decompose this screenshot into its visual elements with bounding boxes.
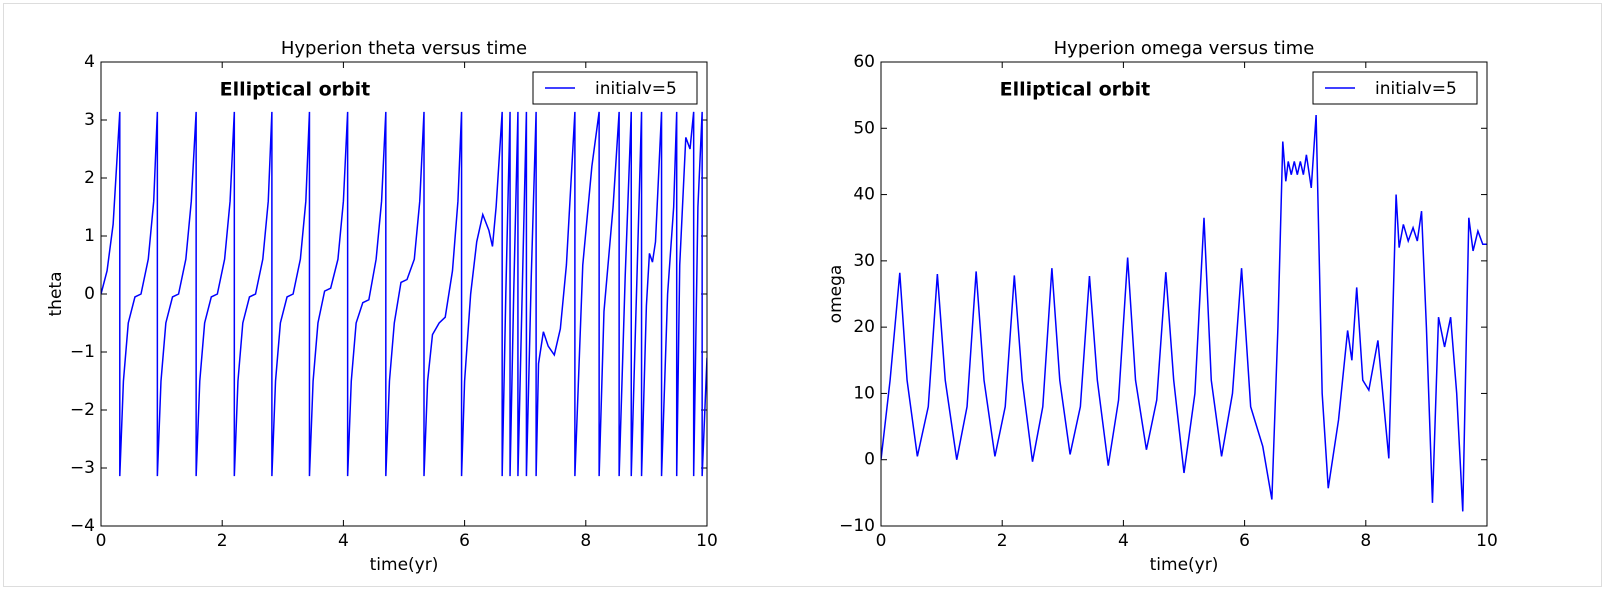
y-tick-label: 4: [84, 52, 95, 72]
x-tick-label: 0: [96, 531, 107, 551]
y-tick-label: 3: [84, 110, 95, 130]
chart-title: Hyperion omega versus time: [1054, 38, 1315, 59]
x-tick-label: 8: [1360, 531, 1371, 551]
legend-label: initialv=5: [1375, 79, 1457, 99]
y-tick-label: 1: [84, 226, 95, 246]
x-axis-label: time(yr): [370, 555, 439, 575]
x-tick-label: 0: [876, 531, 887, 551]
y-axis-label: theta: [46, 272, 66, 317]
x-axis-label: time(yr): [1150, 555, 1219, 575]
y-tick-label: 40: [853, 185, 875, 205]
y-tick-label: −1: [70, 342, 95, 362]
legend-label: initialv=5: [595, 79, 677, 99]
y-tick-label: 0: [864, 450, 875, 470]
x-tick-label: 4: [1118, 531, 1129, 551]
y-tick-label: 60: [853, 52, 875, 72]
y-tick-label: 2: [84, 168, 95, 188]
y-tick-label: −10: [839, 516, 875, 536]
plot: Hyperion theta versus time time(yr) theta 0…: [46, 38, 718, 575]
axes-frame: [880, 61, 1488, 527]
y-tick-label: 20: [853, 317, 875, 337]
x-tick-label: 2: [997, 531, 1008, 551]
y-tick-label: 50: [853, 118, 875, 138]
axes-frame: [100, 61, 708, 527]
line: [881, 114, 1487, 512]
y-tick-label: −2: [70, 400, 95, 420]
y-tick-label: −4: [70, 516, 95, 536]
x-tick-label: 6: [1239, 531, 1250, 551]
y-tick-label: 10: [853, 383, 875, 403]
chart-title: Hyperion theta versus time: [281, 38, 527, 59]
y-axis-label: omega: [826, 265, 846, 324]
x-tick-label: 10: [696, 531, 718, 551]
annotation: Elliptical orbit: [1000, 79, 1151, 101]
y-tick-label: −3: [70, 458, 95, 478]
x-tick-label: 4: [338, 531, 349, 551]
x-tick-label: 6: [459, 531, 470, 551]
x-tick-label: 8: [580, 531, 591, 551]
plot: Hyperion omega versus time time(yr) omega 0…: [826, 38, 1498, 575]
annotation: Elliptical orbit: [220, 79, 371, 101]
y-tick-label: 30: [853, 251, 875, 271]
y-tick-label: 0: [84, 284, 95, 304]
line: [101, 111, 707, 477]
x-tick-label: 2: [217, 531, 228, 551]
x-tick-label: 10: [1476, 531, 1498, 551]
